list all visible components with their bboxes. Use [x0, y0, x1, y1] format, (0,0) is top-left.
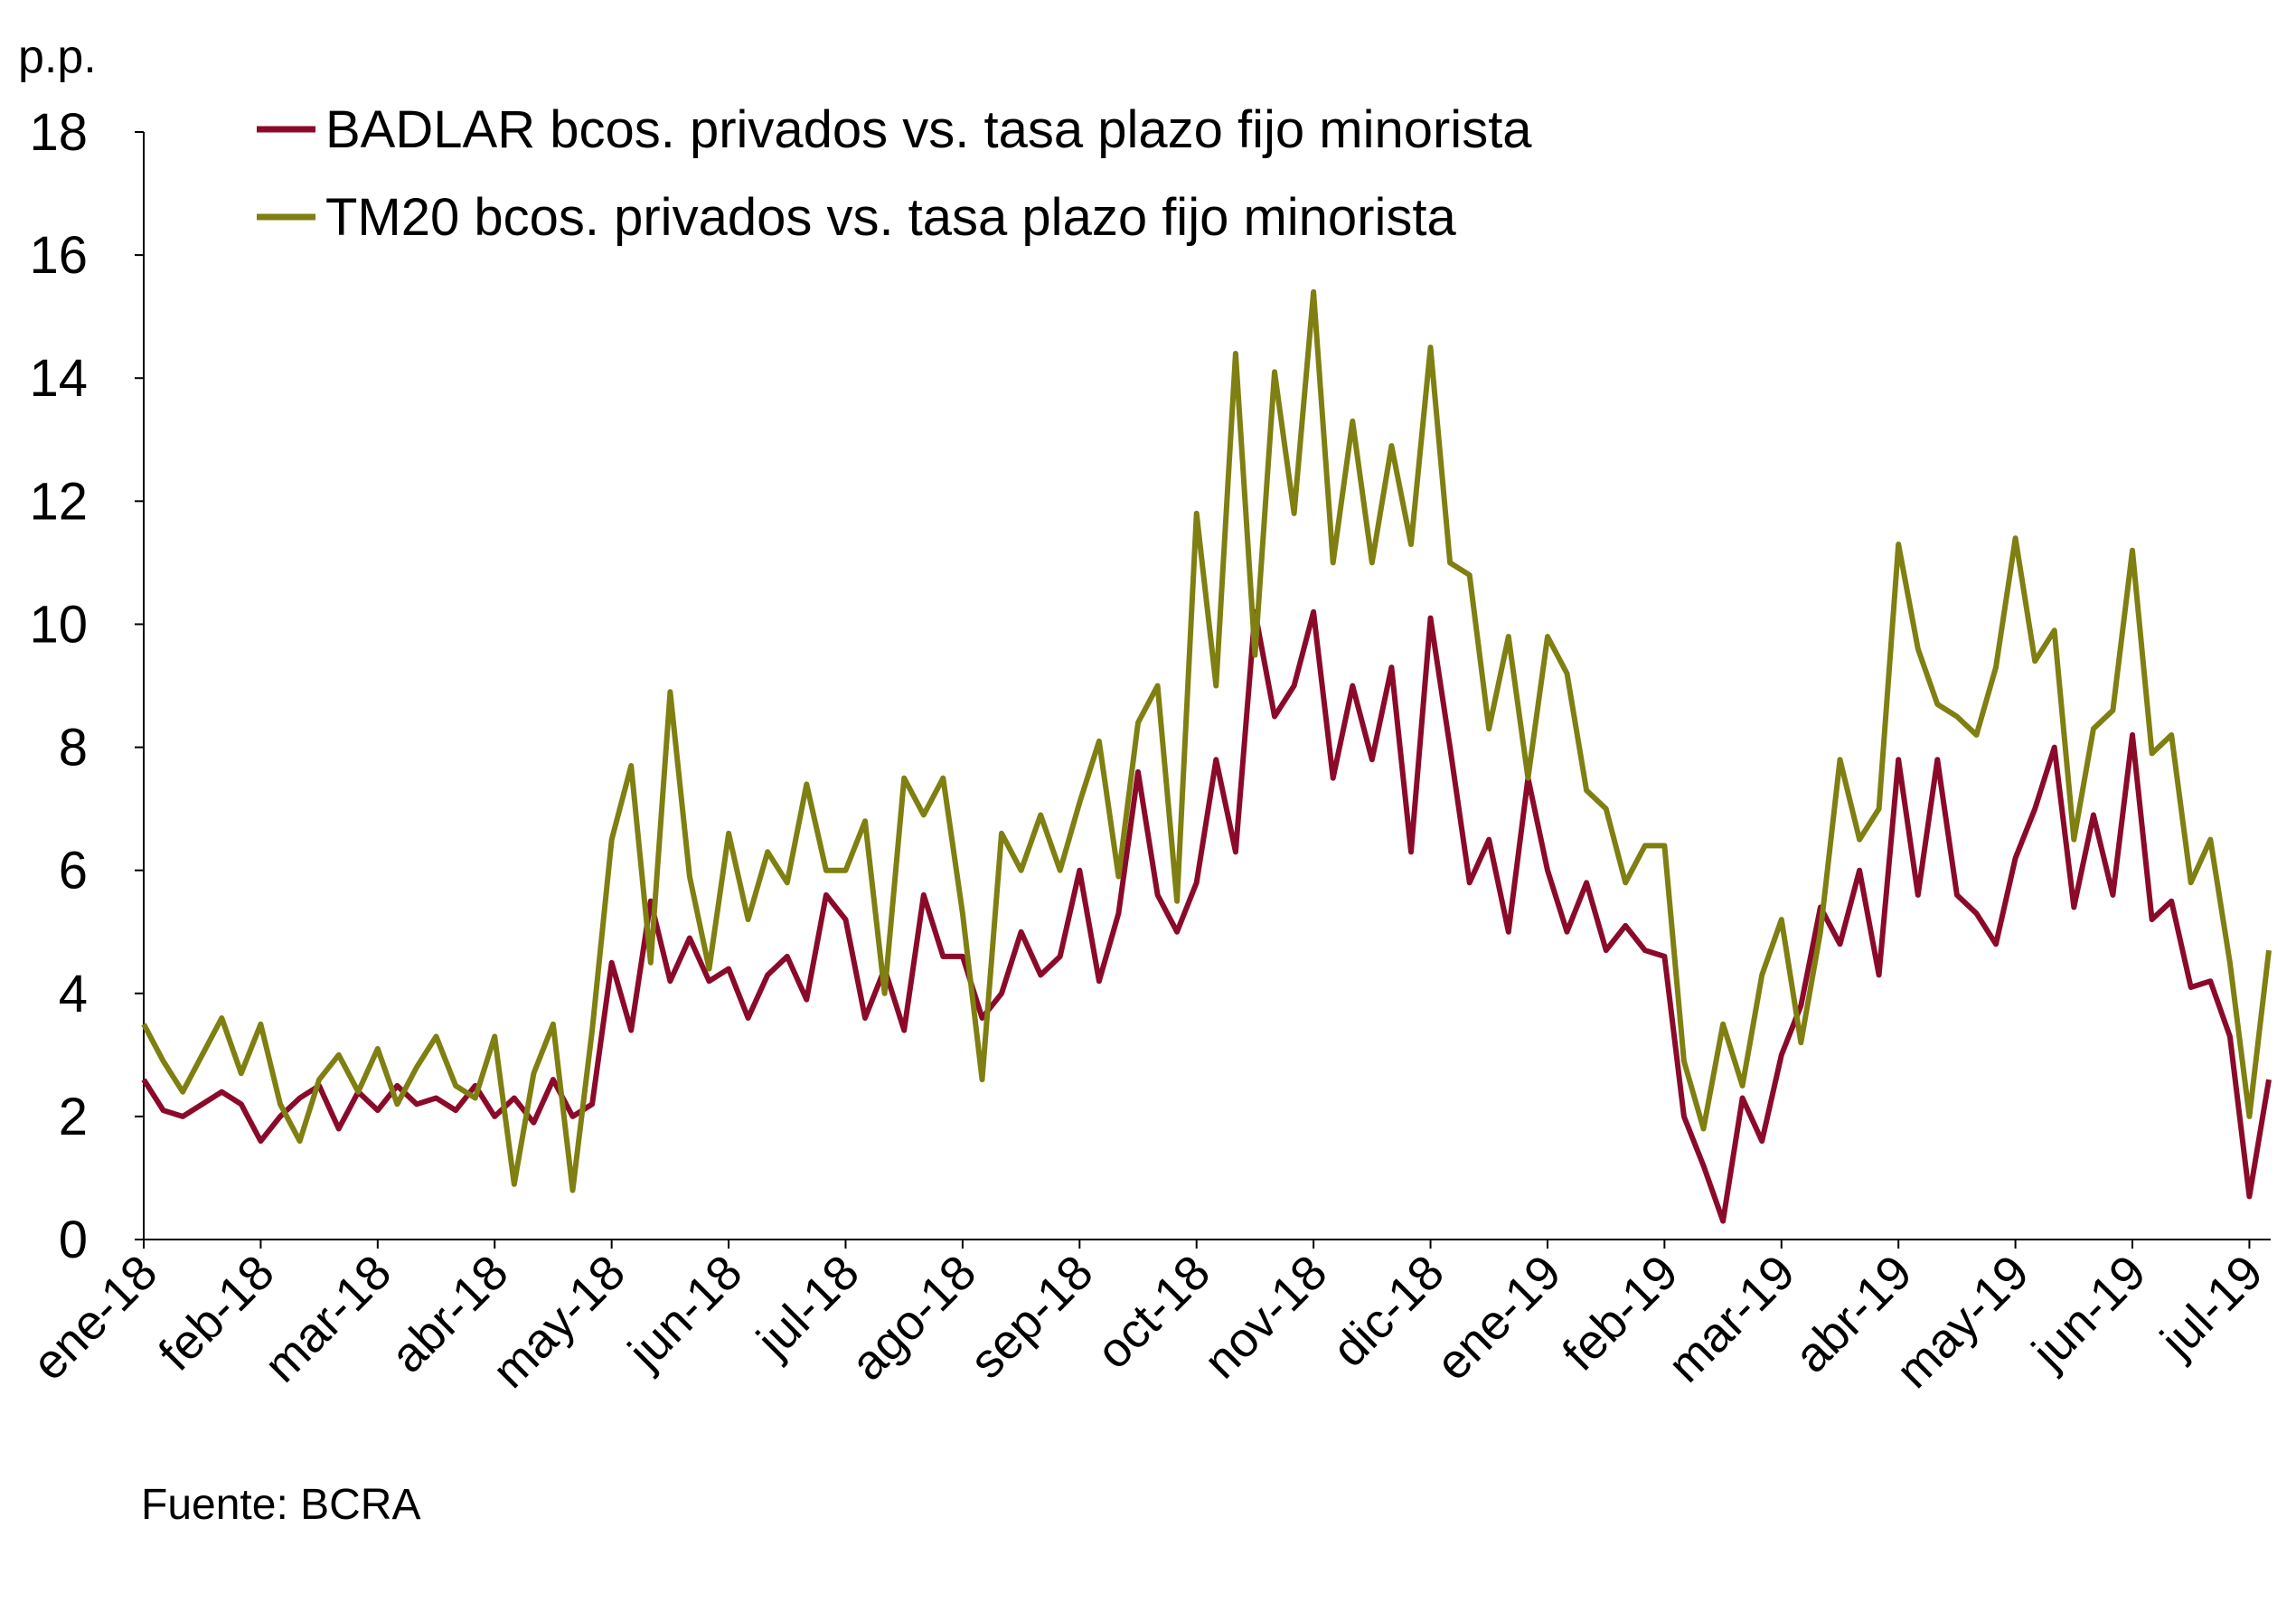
y-tick-label: 18 [29, 103, 88, 162]
y-tick-label: 0 [59, 1211, 88, 1269]
x-tick-label: jun-18 [617, 1245, 753, 1381]
y-tick-label: 6 [59, 842, 88, 900]
x-tick-label: mar-19 [1658, 1245, 1805, 1392]
series-line [141, 608, 2272, 1224]
x-tick-label: may-19 [1886, 1245, 2039, 1399]
y-tick-label: 12 [29, 472, 88, 531]
x-tick-label: jul-19 [2150, 1245, 2273, 1369]
x-tick-label: oct-18 [1087, 1245, 1221, 1380]
x-tick-label: may-18 [482, 1245, 635, 1399]
x-tick-label: ago-18 [841, 1245, 986, 1390]
y-tick-label: 8 [59, 719, 88, 778]
y-axis-label: p.p. [18, 31, 97, 83]
y-tick-label: 2 [59, 1088, 88, 1146]
legend-label: TM20 bcos. privados vs. tasa plazo fijo … [325, 188, 1456, 247]
legend-label: BADLAR bcos. privados vs. tasa plazo fij… [325, 100, 1532, 159]
y-tick-label: 16 [29, 226, 88, 285]
y-tick-label: 4 [59, 965, 88, 1023]
x-tick-label: ene-18 [22, 1245, 167, 1390]
x-tick-label: ene-19 [1426, 1245, 1571, 1390]
series-line [141, 288, 2272, 1193]
x-tick-label: mar-18 [254, 1245, 401, 1392]
x-tick-label: sep-18 [960, 1245, 1104, 1389]
source-note: Fuente: BCRA [141, 1481, 420, 1529]
x-tick-label: nov-18 [1193, 1245, 1337, 1389]
x-tick-label: jun-19 [2021, 1245, 2157, 1381]
y-tick-label: 10 [29, 595, 88, 654]
y-tick-label: 14 [29, 349, 88, 408]
